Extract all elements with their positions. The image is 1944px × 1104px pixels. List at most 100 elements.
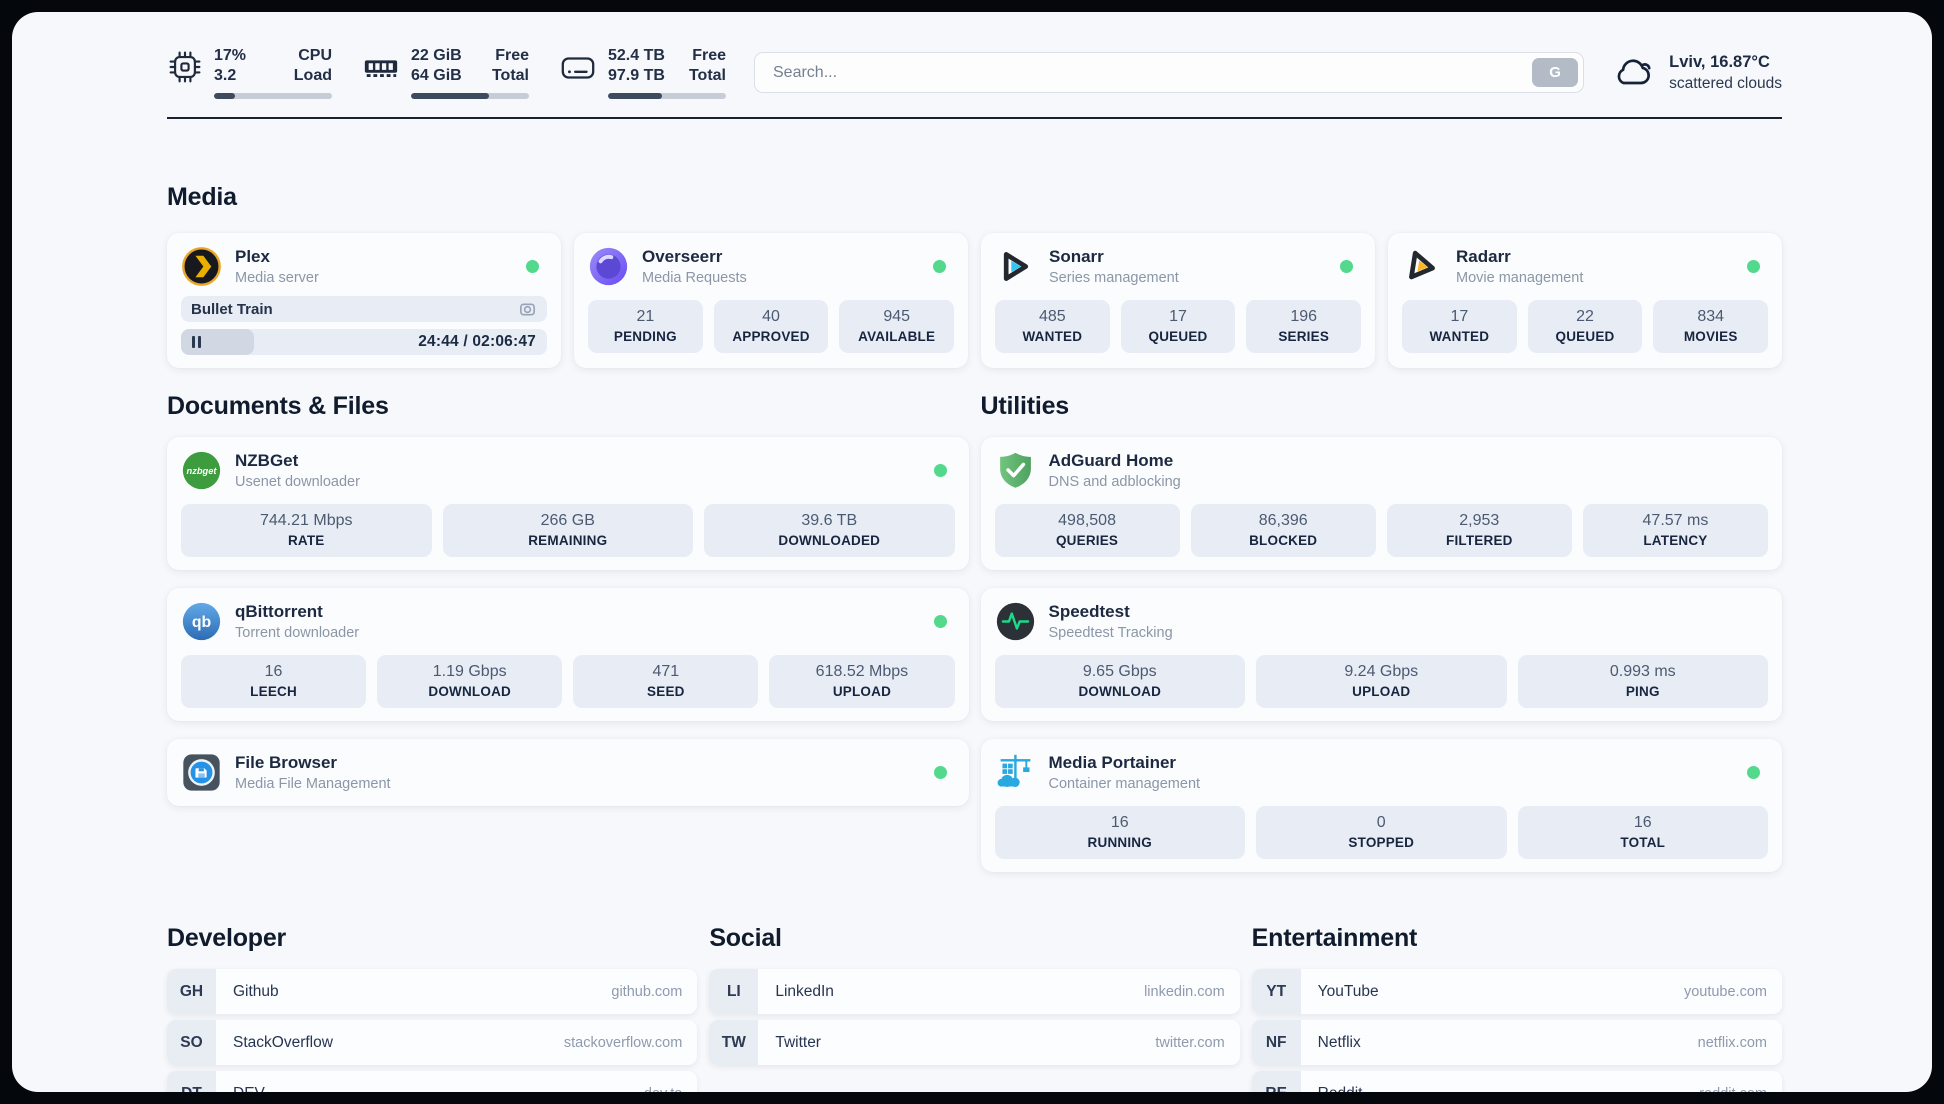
- app-description: Container management: [1048, 776, 1201, 792]
- portainer-card[interactable]: Media Portainer Container management 16 …: [980, 739, 1782, 872]
- app-name: AdGuard Home: [1048, 451, 1174, 470]
- stat-value: 17: [1450, 308, 1469, 325]
- bookmark-url: linkedin.com: [1144, 983, 1225, 1000]
- cpu-load-label: Load: [293, 67, 332, 84]
- app-name: File Browser: [235, 753, 338, 772]
- disk-progress-fill: [608, 93, 663, 99]
- media-section-title: Media: [167, 183, 237, 211]
- stat-upload: 9.24 Gbps UPLOAD: [1256, 655, 1507, 708]
- search-box: G: [754, 52, 1585, 93]
- status-online-dot: [933, 615, 947, 628]
- system-widgets: 17% CPU 3.2 Load: [167, 46, 726, 99]
- overseerr-titles: Overseerr Media Requests: [642, 247, 747, 286]
- stat-queued: 17 QUEUED: [1120, 300, 1236, 353]
- stat-value: 0.993 ms: [1609, 663, 1676, 680]
- bookmark-stackoverflow[interactable]: SO StackOverflow stackoverflow.com: [167, 1020, 698, 1065]
- bookmark-dev[interactable]: DT DEV dev.to: [167, 1071, 698, 1093]
- radarr-card-header: Radarr Movie management: [1402, 246, 1768, 287]
- stat-value: 9.24 Gbps: [1344, 663, 1419, 680]
- stat-label: DOWNLOAD: [1078, 684, 1162, 699]
- qbittorrent-card[interactable]: qb qBittorrent Torrent downloader 16 LEE…: [167, 588, 969, 721]
- stat-label: BLOCKED: [1249, 533, 1318, 548]
- bookmark-group-title: Developer: [167, 924, 287, 952]
- disk-total-label: Total: [688, 67, 726, 84]
- disk-total-value: 97.9 TB: [608, 67, 665, 84]
- plex-card[interactable]: Plex Media server Bullet Train: [167, 233, 561, 368]
- overseerr-card[interactable]: Overseerr Media Requests 21 PENDING 40 A…: [574, 233, 968, 368]
- bookmark-list: LI LinkedIn linkedin.com TW Twitter twit…: [709, 969, 1240, 1065]
- search-input[interactable]: [754, 52, 1585, 93]
- app-name: Radarr: [1456, 247, 1511, 266]
- overseerr-stats: 21 PENDING 40 APPROVED 945 AVAILABLE: [588, 300, 955, 353]
- stat-value: 16: [1110, 814, 1129, 831]
- stat-pending: 21 PENDING: [588, 300, 703, 353]
- bookmark-name: YouTube: [1317, 982, 1379, 1000]
- bookmark-name: LinkedIn: [775, 982, 834, 1000]
- sonarr-card[interactable]: Sonarr Series management 485 WANTED 17 Q…: [981, 233, 1375, 368]
- search-engine-button[interactable]: G: [1532, 58, 1579, 87]
- adguard-card[interactable]: AdGuard Home DNS and adblocking 498,508 …: [980, 437, 1782, 570]
- speedtest-card[interactable]: Speedtest Speedtest Tracking 9.65 Gbps D…: [980, 588, 1782, 721]
- stat-label: REMAINING: [528, 533, 608, 548]
- stat-value: 39.6 TB: [801, 512, 858, 529]
- documents-cards: nzbget NZBGet Usenet downloader 744.21 M…: [167, 437, 969, 806]
- stat-queued: 22 QUEUED: [1527, 300, 1643, 353]
- bookmark-url: youtube.com: [1683, 983, 1767, 1000]
- bookmark-name: StackOverflow: [233, 1033, 333, 1051]
- bookmark-twitter[interactable]: TW Twitter twitter.com: [709, 1020, 1240, 1065]
- sonarr-icon: [995, 246, 1036, 287]
- bookmark-url: dev.to: [644, 1086, 682, 1093]
- status-online-dot: [933, 464, 947, 477]
- disk-free-label: Free: [692, 47, 726, 64]
- ram-progress-bar: [411, 93, 529, 99]
- bookmark-group-title: Social: [709, 924, 782, 952]
- app-description: Movie management: [1456, 270, 1584, 286]
- stat-seed: 471 SEED: [573, 655, 759, 708]
- app-description: Media Requests: [642, 270, 747, 286]
- bookmark-url: stackoverflow.com: [563, 1034, 683, 1051]
- stat-movies: 834 MOVIES: [1653, 300, 1769, 353]
- stat-value: 834: [1697, 308, 1725, 325]
- stat-downloaded: 39.6 TB DOWNLOADED: [704, 504, 955, 557]
- bookmark-name: Reddit: [1318, 1085, 1363, 1093]
- disk-text: 52.4 TB Free 97.9 TB Total: [608, 46, 726, 86]
- bookmark-abbr-badge: NF: [1251, 1020, 1301, 1065]
- bookmark-reddit[interactable]: RE Reddit reddit.com: [1251, 1071, 1782, 1093]
- bookmark-name: DEV: [233, 1085, 265, 1093]
- adguard-titles: AdGuard Home DNS and adblocking: [1049, 451, 1181, 490]
- cpu-usage-label: CPU: [298, 47, 332, 64]
- stat-value: 16: [264, 663, 283, 680]
- svg-text:qb: qb: [192, 614, 212, 631]
- bookmark-netflix[interactable]: NF Netflix netflix.com: [1251, 1020, 1782, 1065]
- stat-label: RUNNING: [1087, 835, 1152, 850]
- stat-remaining: 266 GB REMAINING: [442, 504, 693, 557]
- stat-stopped: 0 STOPPED: [1256, 806, 1507, 859]
- dashboard-page: 17% CPU 3.2 Load: [12, 12, 1932, 1092]
- bookmark-url: github.com: [611, 983, 683, 1000]
- stat-value: 86,396: [1258, 512, 1308, 529]
- nzbget-icon: nzbget: [181, 450, 222, 491]
- stat-label: TOTAL: [1620, 835, 1666, 850]
- ram-total-value: 64 GiB: [411, 67, 462, 84]
- app-name: Overseerr: [642, 247, 723, 266]
- nzbget-card[interactable]: nzbget NZBGet Usenet downloader 744.21 M…: [167, 437, 969, 570]
- stat-value: 22: [1576, 308, 1594, 325]
- qbittorrent-card-header: qb qBittorrent Torrent downloader: [181, 601, 955, 642]
- radarr-icon: [1402, 246, 1443, 287]
- app-description: Media server: [235, 270, 319, 286]
- filebrowser-card[interactable]: File Browser Media File Management: [167, 739, 969, 806]
- app-name: qBittorrent: [235, 602, 323, 621]
- video-icon: [518, 300, 537, 319]
- bookmark-abbr-badge: RE: [1251, 1071, 1301, 1092]
- svg-text:nzbget: nzbget: [187, 466, 218, 476]
- bookmark-youtube[interactable]: YT YouTube youtube.com: [1251, 969, 1782, 1014]
- bookmark-linkedin[interactable]: LI LinkedIn linkedin.com: [709, 969, 1240, 1014]
- ram-text: 22 GiB Free 64 GiB Total: [411, 46, 529, 86]
- sonarr-titles: Sonarr Series management: [1049, 247, 1179, 286]
- radarr-card[interactable]: Radarr Movie management 17 WANTED 22 QUE…: [1388, 233, 1782, 368]
- stat-available: 945 AVAILABLE: [839, 300, 955, 353]
- bookmark-group-entertainment: Entertainment YT YouTube youtube.com NF …: [1251, 924, 1782, 1093]
- pause-button[interactable]: [192, 336, 201, 348]
- bookmark-github[interactable]: GH Github github.com: [167, 969, 698, 1014]
